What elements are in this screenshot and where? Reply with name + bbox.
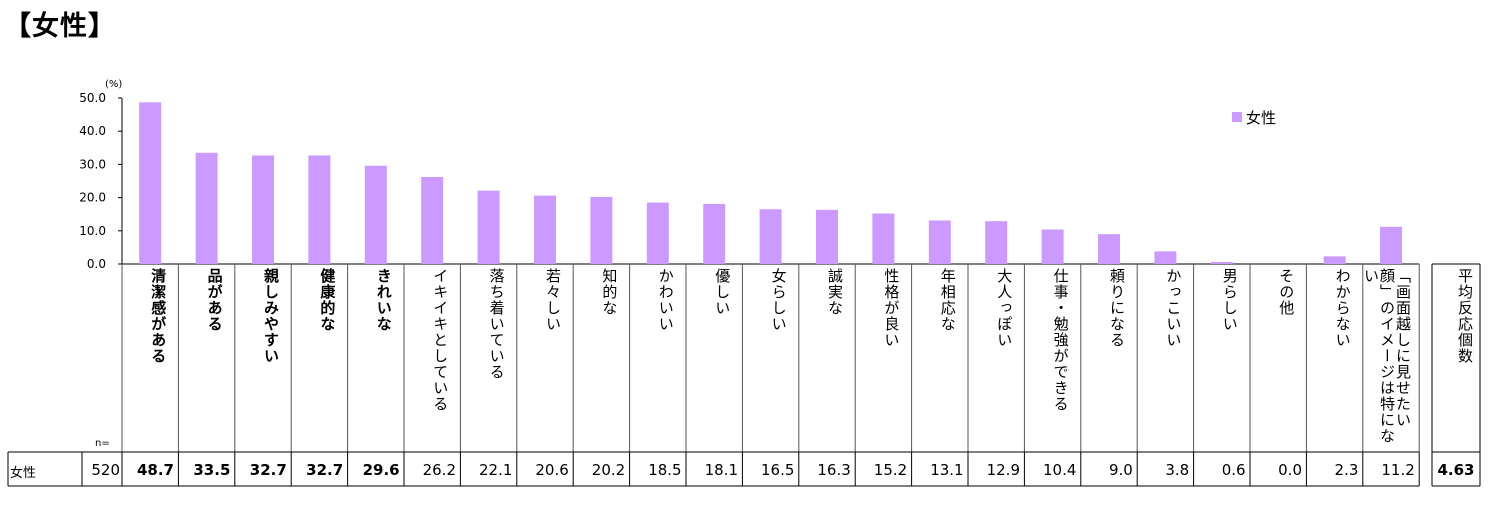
data-label-22: 2.3 <box>1334 461 1359 479</box>
data-label-14: 15.2 <box>873 461 908 479</box>
category-label-5: きれいな <box>374 268 393 332</box>
bar-9 <box>590 196 613 264</box>
data-label-15: 13.1 <box>930 461 964 479</box>
y-tick-label: 10.0 <box>79 224 106 238</box>
bar-23 <box>1380 226 1402 264</box>
category-label-18: 頼りになる <box>1108 268 1126 348</box>
bar-17 <box>1041 229 1064 264</box>
category-label-17: 仕事・勉強ができる <box>1051 268 1070 412</box>
data-label-23: 11.2 <box>1381 461 1415 479</box>
data-label-7: 22.1 <box>478 461 513 479</box>
bar-13 <box>816 209 838 264</box>
data-label-19: 3.8 <box>1165 461 1190 479</box>
bar-18 <box>1098 234 1120 264</box>
category-label-20: 男らしい <box>1220 268 1239 332</box>
bar-7 <box>477 190 500 264</box>
data-label-13: 16.3 <box>817 461 851 479</box>
category-label-1: 清潔感がある <box>149 268 168 364</box>
bar-12 <box>759 209 782 264</box>
bar-5 <box>364 165 387 264</box>
bar-10 <box>646 202 669 264</box>
y-tick-label: 20.0 <box>79 191 106 205</box>
bar-1 <box>139 102 162 264</box>
y-axis-unit: (%) <box>105 79 122 90</box>
bar-6 <box>421 177 444 264</box>
chart-legend: 女性 <box>1232 107 1276 128</box>
category-label-12: 女らしい <box>769 268 788 332</box>
category-label-3: 親しみやすい <box>262 268 280 364</box>
bar-16 <box>985 221 1008 264</box>
table-row-n: 520 <box>91 461 120 479</box>
data-label-8: 20.6 <box>535 461 569 479</box>
avg-count-header: 平均反応個数 <box>1456 268 1474 364</box>
category-label-14: 性格が良い <box>882 268 901 348</box>
data-label-9: 20.2 <box>591 461 626 479</box>
data-label-20: 0.6 <box>1221 461 1246 479</box>
data-label-18: 9.0 <box>1108 461 1133 479</box>
category-label-23: 「画面越しに見せたい顔」のイメージは特にない <box>1362 268 1412 444</box>
data-label-11: 18.1 <box>704 461 738 479</box>
category-label-19: かっこいい <box>1164 268 1183 348</box>
category-label-13: 誠実な <box>826 268 844 316</box>
data-label-5: 29.6 <box>362 461 400 479</box>
legend-swatch <box>1232 112 1242 122</box>
legend-label: 女性 <box>1246 109 1277 127</box>
category-label-4: 健康的な <box>318 268 337 332</box>
bar-19 <box>1154 251 1177 264</box>
data-label-16: 12.9 <box>986 461 1020 479</box>
n-header: n= <box>95 438 110 449</box>
page-title: 【女性】 <box>4 11 116 42</box>
category-label-15: 年相応な <box>938 268 957 332</box>
category-label-6: イキイキとしている <box>431 268 450 412</box>
bar-15 <box>928 220 951 264</box>
category-label-22: わからない <box>1333 268 1352 348</box>
data-label-3: 32.7 <box>249 461 287 479</box>
category-label-10: かわいい <box>656 268 675 332</box>
data-label-21: 0.0 <box>1278 461 1302 479</box>
bar-22 <box>1323 256 1346 264</box>
category-label-7: 落ち着いている <box>487 268 506 380</box>
data-label-10: 18.5 <box>648 461 682 479</box>
category-label-21: その他 <box>1277 268 1296 316</box>
category-label-8: 若々しい <box>544 268 562 332</box>
data-label-1: 48.7 <box>136 461 174 479</box>
bar-20 <box>1210 262 1233 264</box>
bar-11 <box>703 203 726 264</box>
bar-14 <box>872 213 895 264</box>
data-label-2: 33.5 <box>193 461 231 479</box>
y-tick-label: 0.0 <box>87 257 106 271</box>
table-row-label: 女性 <box>10 466 37 481</box>
avg-count-value: 4.63 <box>1437 461 1475 479</box>
data-label-6: 26.2 <box>422 461 456 479</box>
y-tick-label: 40.0 <box>79 124 106 138</box>
category-label-16: 大人っぽい <box>995 268 1014 348</box>
bar-2 <box>195 152 218 264</box>
category-label-11: 優しい <box>713 268 732 316</box>
data-label-17: 10.4 <box>1042 461 1077 479</box>
bar-4 <box>308 155 331 264</box>
data-label-4: 32.7 <box>306 461 344 479</box>
bar-8 <box>534 195 556 264</box>
y-tick-label: 50.0 <box>79 91 106 105</box>
data-label-12: 16.5 <box>760 461 795 479</box>
category-label-9: 知的な <box>600 268 619 316</box>
bar-3 <box>252 155 274 264</box>
category-label-2: 品がある <box>205 268 224 332</box>
y-tick-label: 30.0 <box>79 157 106 171</box>
